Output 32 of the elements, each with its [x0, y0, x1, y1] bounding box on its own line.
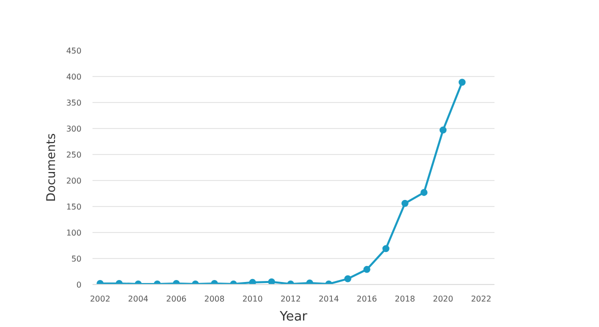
y-tick-label: 250	[66, 150, 82, 160]
y-axis-title: Documents	[44, 133, 58, 202]
y-tick-label: 350	[66, 98, 82, 108]
point	[249, 278, 256, 284]
y-tick-label: 0	[76, 280, 82, 290]
point	[440, 126, 447, 134]
x-tick-label: 2020	[432, 294, 454, 304]
x-tick-label: 2012	[280, 294, 301, 304]
x-tick-label: 2022	[470, 294, 492, 304]
x-tick-label: 2014	[318, 294, 339, 304]
x-tick-label: 2002	[90, 294, 110, 304]
y-tick-label: 400	[66, 72, 82, 82]
point	[401, 200, 408, 207]
point	[344, 275, 352, 282]
x-axis-title: Year	[278, 310, 308, 324]
x-tick-label: 2018	[394, 294, 416, 304]
y-tick-label: 50	[71, 254, 82, 264]
y-tick-label: 300	[66, 124, 82, 134]
y-tick-label: 200	[66, 176, 82, 186]
point	[382, 245, 390, 252]
x-tick-label: 2008	[204, 294, 225, 304]
x-tick-label: 2016	[356, 294, 378, 304]
y-tick-label: 450	[66, 46, 82, 56]
x-tick-label: 2010	[242, 294, 263, 304]
point	[363, 266, 370, 273]
y-tick-label: 100	[66, 228, 82, 238]
point	[268, 278, 276, 284]
x-tick-label: 2004	[128, 294, 148, 304]
y-tick-label: 150	[66, 202, 82, 212]
point	[458, 78, 466, 86]
point	[420, 188, 428, 196]
x-tick-label: 2006	[166, 294, 187, 304]
